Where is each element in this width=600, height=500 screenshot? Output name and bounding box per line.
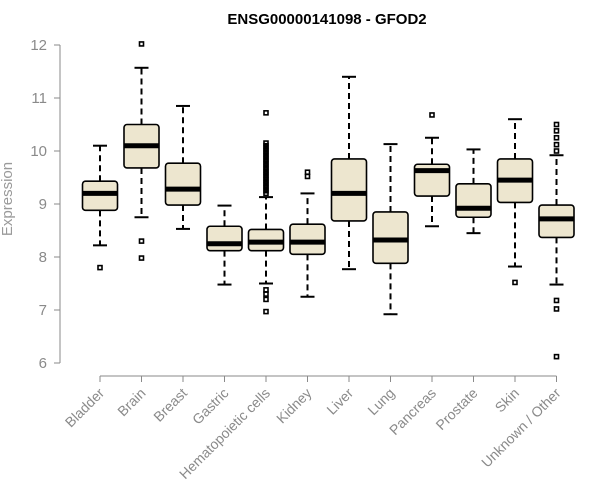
iqr-box xyxy=(206,225,243,252)
outlier-point xyxy=(304,169,311,175)
y-axis: 6 7 8 9 10 11 12 xyxy=(30,37,61,372)
box-kidney xyxy=(289,169,326,298)
box-brain xyxy=(123,41,160,261)
box-liver xyxy=(330,75,368,271)
x-tick-label: Kidney xyxy=(273,385,315,427)
y-axis-label: Expression xyxy=(0,162,16,236)
x-tick-label: Skin xyxy=(492,385,523,416)
box-hematopoietic-cells xyxy=(247,110,285,315)
y-tick-label: 7 xyxy=(39,302,47,319)
x-tick-label: Bladder xyxy=(62,385,108,431)
iqr-box xyxy=(289,223,326,256)
outlier-point xyxy=(138,238,145,244)
outlier-point xyxy=(97,264,103,271)
outlier-point xyxy=(553,353,560,360)
y-tick-label: 10 xyxy=(30,143,47,160)
box-unknown-other xyxy=(538,121,575,360)
outlier-point xyxy=(263,110,269,116)
y-tick-label: 9 xyxy=(39,196,47,213)
box-pancreas xyxy=(413,112,451,228)
outlier-point xyxy=(553,148,560,154)
y-tick-label: 8 xyxy=(39,249,47,266)
outlier-point xyxy=(553,134,560,141)
iqr-box xyxy=(330,158,368,222)
box-bladder xyxy=(81,144,119,271)
box-breast xyxy=(164,104,202,230)
outlier-point xyxy=(138,41,145,47)
outlier-point xyxy=(263,296,269,303)
x-tick-label: Prostate xyxy=(432,385,480,433)
x-tick-label: Unknown / Other xyxy=(478,385,564,471)
outlier-point xyxy=(429,112,435,118)
box-lung xyxy=(372,143,409,316)
x-tick-label: Brain xyxy=(114,385,148,419)
iqr-box xyxy=(164,162,202,206)
outlier-point xyxy=(553,306,560,312)
outlier-point xyxy=(138,255,145,261)
y-tick-label: 12 xyxy=(30,37,47,54)
outlier-point xyxy=(512,279,518,286)
box-skin xyxy=(496,118,534,286)
x-tick-label: Lung xyxy=(364,385,397,418)
x-tick-label: Breast xyxy=(150,385,190,425)
y-tick-label: 11 xyxy=(31,90,47,107)
box-prostate xyxy=(455,148,492,235)
chart-title: ENSG00000141098 - GFOD2 xyxy=(227,11,426,28)
outlier-point xyxy=(553,128,560,134)
outlier-point xyxy=(263,287,269,293)
outlier-point xyxy=(263,291,269,297)
outlier-point xyxy=(263,308,269,315)
outlier-point xyxy=(553,121,560,128)
y-tick-label: 6 xyxy=(39,355,47,372)
x-tick-label: Liver xyxy=(323,385,356,418)
outlier-point xyxy=(304,173,311,180)
boxes-layer xyxy=(81,41,575,360)
iqr-box xyxy=(455,183,492,219)
outlier-point xyxy=(553,141,560,148)
outlier-point xyxy=(263,190,269,197)
box-gastric xyxy=(206,204,243,286)
outlier-point xyxy=(553,297,560,304)
